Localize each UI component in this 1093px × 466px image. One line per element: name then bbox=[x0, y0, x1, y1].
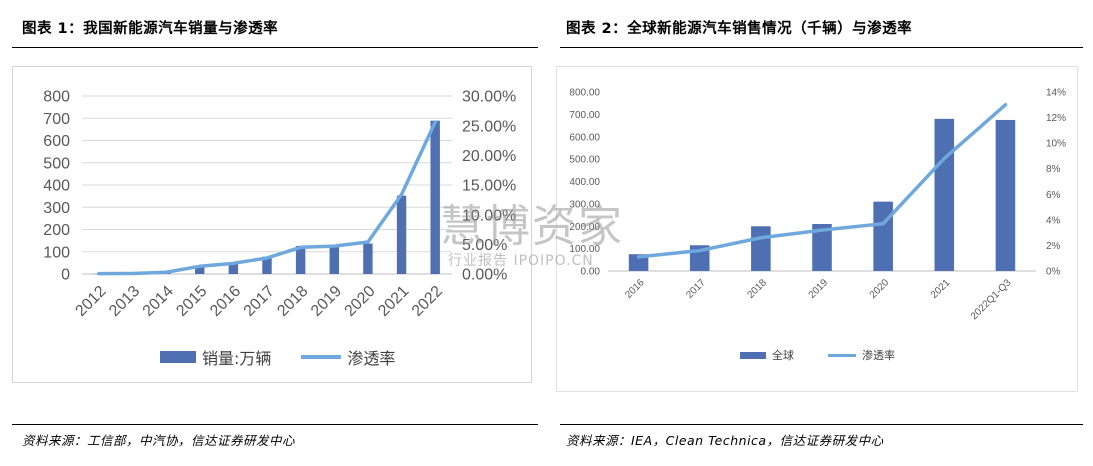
figure-2-chart-frame bbox=[556, 66, 1078, 392]
bar bbox=[262, 256, 272, 274]
y-left-tick-label: 400 bbox=[43, 178, 70, 195]
y-right-tick-label: 8% bbox=[1046, 164, 1061, 175]
legend-item-sales: 销量:万辆 bbox=[160, 345, 271, 369]
y-right-tick-label: 4% bbox=[1046, 215, 1061, 226]
legend-item-global: 全球 bbox=[740, 347, 794, 363]
legend-item-penetration: 渗透率 bbox=[828, 347, 895, 363]
x-tick-label: 2014 bbox=[140, 283, 177, 320]
y-right-tick-label: 2% bbox=[1046, 241, 1061, 252]
figure-2-bottom-rule bbox=[560, 424, 1083, 425]
y-left-tick-label: 0.00 bbox=[581, 267, 601, 278]
figure-1-bottom-rule bbox=[12, 424, 538, 425]
figure-1-chart: 0 100 200 300 400 500 600 700 800 0.00% 5.00% 10.00… bbox=[43, 89, 516, 320]
bar bbox=[873, 201, 893, 271]
y-left-tick-label: 300.00 bbox=[569, 199, 600, 210]
x-tick-label: 2020 bbox=[342, 283, 379, 320]
y-left-tick-label: 600.00 bbox=[569, 132, 600, 143]
x-tick-label: 2019 bbox=[308, 283, 345, 320]
legend-label-sales: 销量:万辆 bbox=[202, 349, 272, 368]
legend-label-penetration: 渗透率 bbox=[862, 349, 895, 362]
y-left-tick-label: 700 bbox=[43, 111, 70, 128]
x-tick-label: 2017 bbox=[684, 277, 708, 301]
y-left-tick-label: 600 bbox=[43, 133, 70, 150]
x-tick-label: 2015 bbox=[173, 283, 210, 320]
figure-2-legend: 全球 渗透率 bbox=[740, 347, 925, 363]
y-right-tick-label: 20.00% bbox=[462, 148, 516, 165]
bar bbox=[195, 266, 205, 274]
y-right-tick-label: 6% bbox=[1046, 190, 1061, 201]
x-tick-label: 2022Q1-Q3 bbox=[969, 277, 1014, 322]
y-left-tick-label: 200.00 bbox=[569, 222, 600, 233]
bar bbox=[228, 262, 239, 274]
x-tick-label: 2017 bbox=[241, 283, 278, 320]
x-tick-label: 2021 bbox=[929, 277, 953, 301]
x-tick-label: 2020 bbox=[868, 277, 892, 301]
x-tick-label: 2019 bbox=[807, 277, 831, 301]
y-left-tick-label: 100.00 bbox=[569, 244, 600, 255]
y-right-tick-label: 0.00% bbox=[462, 267, 507, 284]
legend-bar-swatch bbox=[160, 351, 196, 363]
figure-1-source: 资料来源：工信部，中汽协，信达证券研发中心 bbox=[22, 433, 296, 448]
legend-label-penetration: 渗透率 bbox=[347, 349, 396, 368]
figure-2-chart: 0.00 100.00 200.00 300.00 400.00 500.00 600.00… bbox=[569, 88, 1066, 323]
bar bbox=[295, 245, 306, 274]
x-tick-label: 2018 bbox=[745, 277, 769, 301]
bar bbox=[628, 254, 649, 271]
penetration-line bbox=[97, 120, 437, 276]
bar bbox=[430, 120, 440, 274]
x-tick-label: 2016 bbox=[207, 283, 244, 320]
x-tick-label: 2016 bbox=[623, 277, 647, 301]
bar bbox=[396, 195, 407, 274]
y-right-tick-label: 12% bbox=[1046, 113, 1066, 124]
y-right-tick-label: 10.00% bbox=[462, 207, 516, 224]
figure-2-top-rule bbox=[560, 47, 1083, 48]
bar bbox=[363, 243, 373, 274]
figure-1-chart-frame bbox=[12, 66, 532, 383]
figure-1-panel: 图表 1：我国新能源汽车销量与渗透率 0 100 200 300 400 500 600 70… bbox=[12, 21, 538, 448]
y-left-tick-label: 500.00 bbox=[569, 155, 600, 166]
y-right-tick-label: 10% bbox=[1046, 139, 1066, 150]
legend-label-global: 全球 bbox=[772, 349, 794, 362]
figure-1-top-rule bbox=[12, 47, 538, 48]
bar bbox=[934, 118, 955, 271]
y-right-tick-label: 25.00% bbox=[462, 118, 516, 135]
bar bbox=[995, 119, 1016, 271]
y-right-tick-label: 5.00% bbox=[462, 237, 507, 254]
x-tick-label: 2022 bbox=[409, 283, 446, 320]
bar bbox=[329, 247, 339, 274]
y-left-tick-label: 400.00 bbox=[569, 177, 600, 188]
figure-1-title: 图表 1：我国新能源汽车销量与渗透率 bbox=[22, 21, 279, 37]
y-right-tick-label: 15.00% bbox=[462, 178, 516, 195]
legend-line-swatch bbox=[828, 353, 856, 357]
y-left-tick-label: 200 bbox=[43, 222, 70, 239]
y-left-tick-label: 0 bbox=[61, 267, 70, 284]
bar bbox=[812, 224, 832, 271]
y-left-tick-label: 800.00 bbox=[569, 88, 600, 99]
y-left-tick-label: 300 bbox=[43, 200, 70, 217]
bar bbox=[751, 226, 771, 271]
figure-2-title: 图表 2：全球新能源汽车销售情况（千辆）与渗透率 bbox=[566, 21, 913, 37]
y-right-tick-label: 14% bbox=[1046, 88, 1066, 99]
legend-bar-swatch bbox=[740, 351, 766, 359]
y-right-tick-label: 0% bbox=[1046, 267, 1061, 278]
y-right-tick-label: 30.00% bbox=[462, 89, 516, 106]
y-left-tick-label: 500 bbox=[43, 155, 70, 172]
y-left-tick-label: 800 bbox=[43, 89, 70, 106]
legend-line-swatch bbox=[301, 355, 342, 359]
x-tick-label: 2012 bbox=[72, 283, 109, 320]
x-tick-label: 2013 bbox=[106, 283, 143, 320]
figure-2-source: 资料来源：IEA，Clean Technica，信达证券研发中心 bbox=[566, 433, 884, 448]
figure-1-legend: 销量:万辆 渗透率 bbox=[160, 345, 425, 369]
figure-2-panel: 图表 2：全球新能源汽车销售情况（千辆）与渗透率 0.00 100.00 200.0… bbox=[548, 0, 1093, 466]
legend-item-penetration: 渗透率 bbox=[301, 345, 395, 369]
x-tick-label: 2021 bbox=[375, 283, 412, 320]
y-left-tick-label: 700.00 bbox=[569, 110, 600, 121]
x-tick-label: 2018 bbox=[274, 283, 311, 320]
y-left-tick-label: 100 bbox=[43, 244, 70, 261]
